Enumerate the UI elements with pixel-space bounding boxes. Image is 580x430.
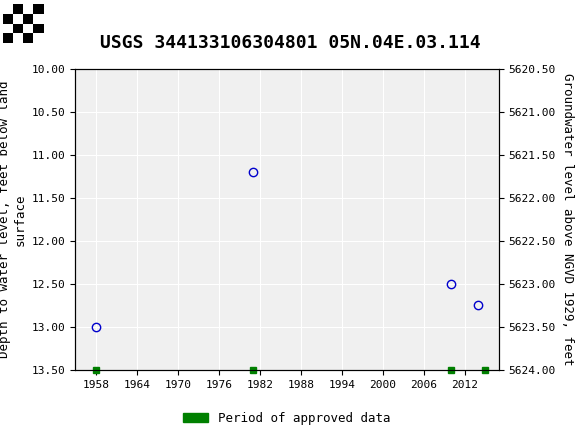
Bar: [13, 34, 23, 43]
Bar: [3, 24, 13, 34]
Bar: [34, 14, 44, 24]
Bar: [34, 24, 44, 34]
Bar: [13, 24, 23, 34]
Bar: [3, 34, 13, 43]
Bar: [23, 24, 34, 34]
Y-axis label: Groundwater level above NGVD 1929, feet: Groundwater level above NGVD 1929, feet: [561, 73, 574, 366]
Text: ≡USGS: ≡USGS: [12, 12, 99, 33]
Legend: Period of approved data: Period of approved data: [179, 407, 396, 430]
Bar: [34, 4, 44, 14]
Bar: [23, 34, 34, 43]
Bar: [34, 34, 44, 43]
Bar: [13, 4, 23, 14]
Bar: [3, 14, 13, 24]
Y-axis label: Depth to water level, feet below land
surface: Depth to water level, feet below land su…: [0, 80, 26, 358]
Bar: [13, 14, 23, 24]
Bar: [23, 4, 34, 14]
Bar: [3, 4, 13, 14]
Text: USGS 344133106304801 05N.04E.03.114: USGS 344133106304801 05N.04E.03.114: [100, 34, 480, 52]
Bar: [23, 14, 34, 24]
